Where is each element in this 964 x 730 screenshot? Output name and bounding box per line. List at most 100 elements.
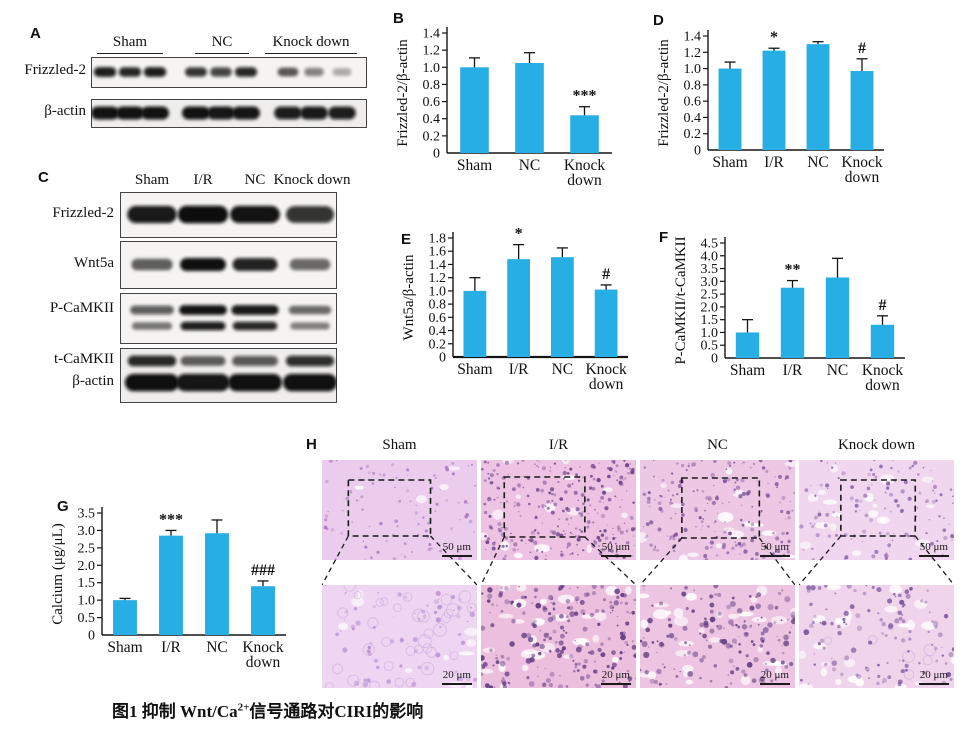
lane-group-label: Sham <box>134 172 170 188</box>
y-tick-label: 0.6 <box>429 311 447 326</box>
histology-image-top-1: 50 μm <box>481 460 636 560</box>
y-axis-label: Frizzled-2/β-actin <box>395 39 411 147</box>
blot-row-label: Frizzled-2 <box>52 204 114 221</box>
x-tick-label: Knock down <box>862 362 904 394</box>
y-tick-label: 0.2 <box>423 129 441 144</box>
protein-band <box>180 257 226 272</box>
significance-annotation: ** <box>785 262 801 279</box>
bar-nc <box>806 44 830 151</box>
protein-band <box>274 106 302 120</box>
caption-text: 图1 抑制 Wnt/Ca <box>112 702 238 721</box>
bar-sham <box>718 68 742 150</box>
significance-annotation: * <box>770 29 778 46</box>
lane-group-label: NC <box>195 34 249 55</box>
protein-band <box>179 305 227 315</box>
y-tick-label: 2.0 <box>701 300 719 315</box>
y-tick-label: 1.0 <box>423 61 441 76</box>
protein-band <box>286 206 334 223</box>
panel-d-label: D <box>653 12 664 29</box>
histology-tissue <box>481 585 636 688</box>
y-tick-label: 1.4 <box>429 258 447 273</box>
protein-band <box>177 205 229 224</box>
histology-tissue <box>799 585 954 688</box>
histology-tissue <box>640 585 795 688</box>
x-tick-label: I/R <box>161 639 181 656</box>
protein-band <box>227 373 283 392</box>
bar-chart-E: 00.20.40.60.81.01.21.41.61.8 Wnt5a/β-acti… <box>401 226 628 393</box>
y-tick-label: 0.6 <box>423 95 441 110</box>
blot-row-label: P-CaMKII <box>49 300 114 316</box>
y-tick-label: 1.0 <box>684 62 702 77</box>
bar-chart-D: 0 0.20.40.6 0.81.01.21.4 Frizzled-2/β-actin… <box>656 29 884 186</box>
blot-box <box>120 293 337 344</box>
bar-knock-down <box>870 324 895 358</box>
histology-tissue <box>322 585 477 688</box>
y-tick-label: 2.5 <box>78 541 96 556</box>
y-tick-label: 1.5 <box>78 576 96 591</box>
y-tick-label: 0.8 <box>429 298 447 313</box>
y-axis-label: P-CaMKII/t-CaMKII <box>673 236 689 364</box>
protein-band <box>230 205 280 224</box>
y-tick-label: 0.2 <box>684 127 702 142</box>
protein-band <box>232 321 278 331</box>
y-tick-label: 0.4 <box>429 324 447 339</box>
x-tick-label: Sham <box>730 362 765 379</box>
protein-band <box>127 355 177 367</box>
bar-nc <box>825 277 850 358</box>
bar-sham <box>460 67 489 153</box>
histology-image-top-0: 50 μm <box>322 460 477 560</box>
significance-annotation: # <box>602 266 610 283</box>
protein-band <box>130 305 174 315</box>
protein-band <box>300 106 328 120</box>
protein-band <box>180 321 226 331</box>
bar-sham <box>463 290 487 357</box>
blot-panel-C <box>120 190 337 404</box>
protein-band <box>176 373 230 392</box>
y-tick-label: 3.5 <box>78 507 96 522</box>
lane-group-label: NC <box>244 172 266 188</box>
bar-i-r <box>780 287 805 358</box>
protein-band <box>93 67 117 77</box>
bar-knock-down <box>251 586 275 635</box>
histology-group-label: I/R <box>548 437 569 453</box>
x-tick-label: NC <box>807 154 829 171</box>
protein-band <box>181 106 211 120</box>
significance-annotation: *** <box>159 511 183 528</box>
bar-knock-down <box>570 115 599 153</box>
histology-image-bottom-3: 20 μm <box>799 585 954 688</box>
y-tick-label: 0.8 <box>684 78 702 93</box>
protein-band <box>288 305 332 315</box>
bar-i-r <box>507 259 530 357</box>
scale-bar-label: 50 μm <box>441 542 472 557</box>
bar-chart-F: 00.51.01.52.02.53.03.54.04.5 P-CaMKII/t-C… <box>673 236 905 394</box>
lane-group-label: Knock down <box>273 172 351 188</box>
blot-row-label: t-CaMKII <box>54 350 114 367</box>
bar-nc <box>205 533 229 635</box>
protein-band <box>231 305 279 315</box>
bar-sham <box>735 332 760 358</box>
x-tick-label: Knock down <box>242 639 284 671</box>
histology-image-bottom-1: 20 μm <box>481 585 636 688</box>
bar-nc <box>515 63 544 153</box>
y-tick-label: 3.0 <box>78 524 96 539</box>
y-tick-label: 0 <box>711 352 718 367</box>
bar-nc <box>551 257 574 357</box>
significance-annotation: # <box>879 297 887 314</box>
significance-annotation: * <box>515 226 523 243</box>
significance-annotation: *** <box>573 88 597 105</box>
bar-knock-down <box>594 289 618 357</box>
blot-panel-A <box>91 55 367 129</box>
y-tick-label: 0 <box>694 144 701 159</box>
x-tick-label: NC <box>519 157 541 174</box>
protein-band <box>143 67 167 77</box>
y-tick-label: 1.0 <box>701 326 719 341</box>
y-tick-label: 4.5 <box>701 237 719 252</box>
protein-band <box>304 67 324 77</box>
y-tick-label: 0.6 <box>684 95 702 110</box>
y-tick-label: 0 <box>88 629 95 644</box>
caption-superscript: 2+ <box>237 701 250 714</box>
x-tick-label: Knock down <box>585 361 627 393</box>
x-tick-label: I/R <box>764 154 784 171</box>
protein-band <box>115 106 145 120</box>
